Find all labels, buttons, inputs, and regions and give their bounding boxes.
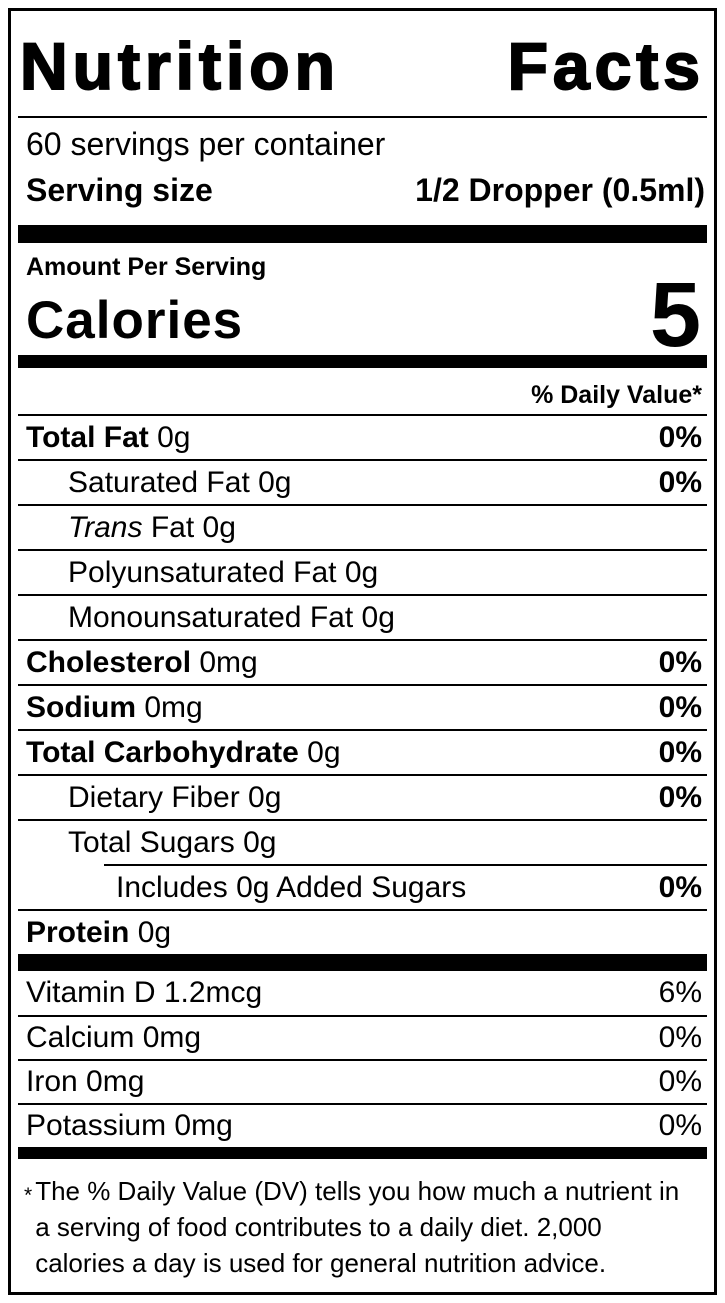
thick-divider-footnote: [18, 1147, 707, 1159]
serving-size-row: Serving size 1/2 Dropper (0.5ml): [18, 168, 707, 225]
nutrient-row: Trans Fat 0g: [18, 504, 707, 549]
nutrient-row: Total Fat 0g 0%: [18, 414, 707, 459]
nutrient-name: Sodium 0mg: [26, 690, 203, 724]
nutrient-name: Saturated Fat 0g: [68, 465, 292, 499]
nutrient-row: Dietary Fiber 0g 0%: [18, 774, 707, 819]
nutrient-name: Total Carbohydrate 0g: [26, 735, 341, 769]
serving-size-label: Serving size: [26, 172, 213, 208]
amount-per-serving-label: Amount Per Serving: [26, 253, 267, 281]
micronutrient-row: Vitamin D 1.2mcg 6%: [18, 971, 707, 1015]
daily-value: 0%: [658, 1021, 702, 1054]
nutrient-row: Total Sugars 0g: [18, 819, 707, 864]
nutrient-name: Vitamin D 1.2mcg: [26, 976, 263, 1009]
micronutrient-row: Calcium 0mg 0%: [18, 1015, 707, 1059]
servings-per-container: 60 servings per container: [26, 126, 386, 162]
daily-value: 6%: [658, 976, 702, 1009]
daily-value: 0%: [658, 465, 702, 499]
daily-value: 0%: [658, 645, 702, 679]
nutrient-name: Protein 0g: [26, 915, 172, 949]
micronutrient-row: Iron 0mg 0%: [18, 1059, 707, 1103]
daily-value: 0%: [658, 870, 702, 904]
daily-value: 0%: [658, 780, 702, 814]
daily-value: 0%: [658, 690, 702, 724]
daily-value: 0%: [658, 1109, 702, 1142]
daily-value: 0%: [658, 420, 702, 454]
micronutrient-row: Potassium 0mg 0%: [18, 1103, 707, 1147]
serving-size-value: 1/2 Dropper (0.5ml): [415, 172, 705, 208]
daily-value: 0%: [658, 1065, 702, 1098]
nutrition-facts-label: Nutrition Facts 60 servings per containe…: [8, 8, 717, 1295]
nutrient-row: Monounsaturated Fat 0g: [18, 594, 707, 639]
footnote-text: The % Daily Value (DV) tells you how muc…: [35, 1176, 680, 1278]
nutrient-name: Dietary Fiber 0g: [68, 780, 282, 814]
nutrient-row: Sodium 0mg 0%: [18, 684, 707, 729]
footnote-asterisk: *: [24, 1184, 33, 1207]
nutrient-name: Calcium 0mg: [26, 1021, 202, 1054]
calories-section: Amount Per Serving Calories 5: [18, 243, 707, 366]
nutrient-name: Includes 0g Added Sugars: [116, 870, 467, 904]
daily-value-header: % Daily Value*: [531, 381, 702, 409]
nutrient-row: Cholesterol 0mg 0%: [18, 639, 707, 684]
nutrient-name: Total Sugars 0g: [68, 825, 277, 859]
calories-label: Calories: [26, 291, 244, 350]
calories-value: 5: [649, 263, 701, 366]
thick-divider-top: [18, 225, 707, 243]
nutrient-name: Trans Fat 0g: [68, 510, 236, 544]
header-divider: [18, 116, 707, 118]
nutrient-name: Cholesterol 0mg: [26, 645, 258, 679]
nutrient-name: Monounsaturated Fat 0g: [68, 600, 395, 634]
nutrient-row: Saturated Fat 0g 0%: [18, 459, 707, 504]
micronutrient-table: Vitamin D 1.2mcg 6% Calcium 0mg 0% Iron 0mg 0…: [18, 971, 707, 1147]
daily-value: 0%: [658, 735, 702, 769]
nutrient-name: Polyunsaturated Fat 0g: [68, 555, 379, 589]
nutrient-row: Polyunsaturated Fat 0g: [18, 549, 707, 594]
nutrient-name: Potassium 0mg: [26, 1109, 233, 1142]
nutrient-table: Total Fat 0g 0% Saturated Fat 0g 0% Trans Fa…: [18, 414, 707, 954]
nutrient-name: Total Fat 0g: [26, 420, 191, 454]
nutrient-name: Iron 0mg: [26, 1065, 145, 1098]
nutrient-row: Total Carbohydrate 0g 0%: [18, 729, 707, 774]
medium-divider: [18, 355, 707, 368]
nutrient-row: Protein 0g: [18, 909, 707, 954]
nutrient-row: Includes 0g Added Sugars 0%: [104, 864, 707, 909]
label-title: Nutrition Facts: [19, 28, 705, 103]
label-header: Nutrition Facts: [18, 11, 707, 116]
thick-divider-micros: [18, 954, 707, 971]
footnote: * The % Daily Value (DV) tells you how m…: [18, 1159, 707, 1281]
